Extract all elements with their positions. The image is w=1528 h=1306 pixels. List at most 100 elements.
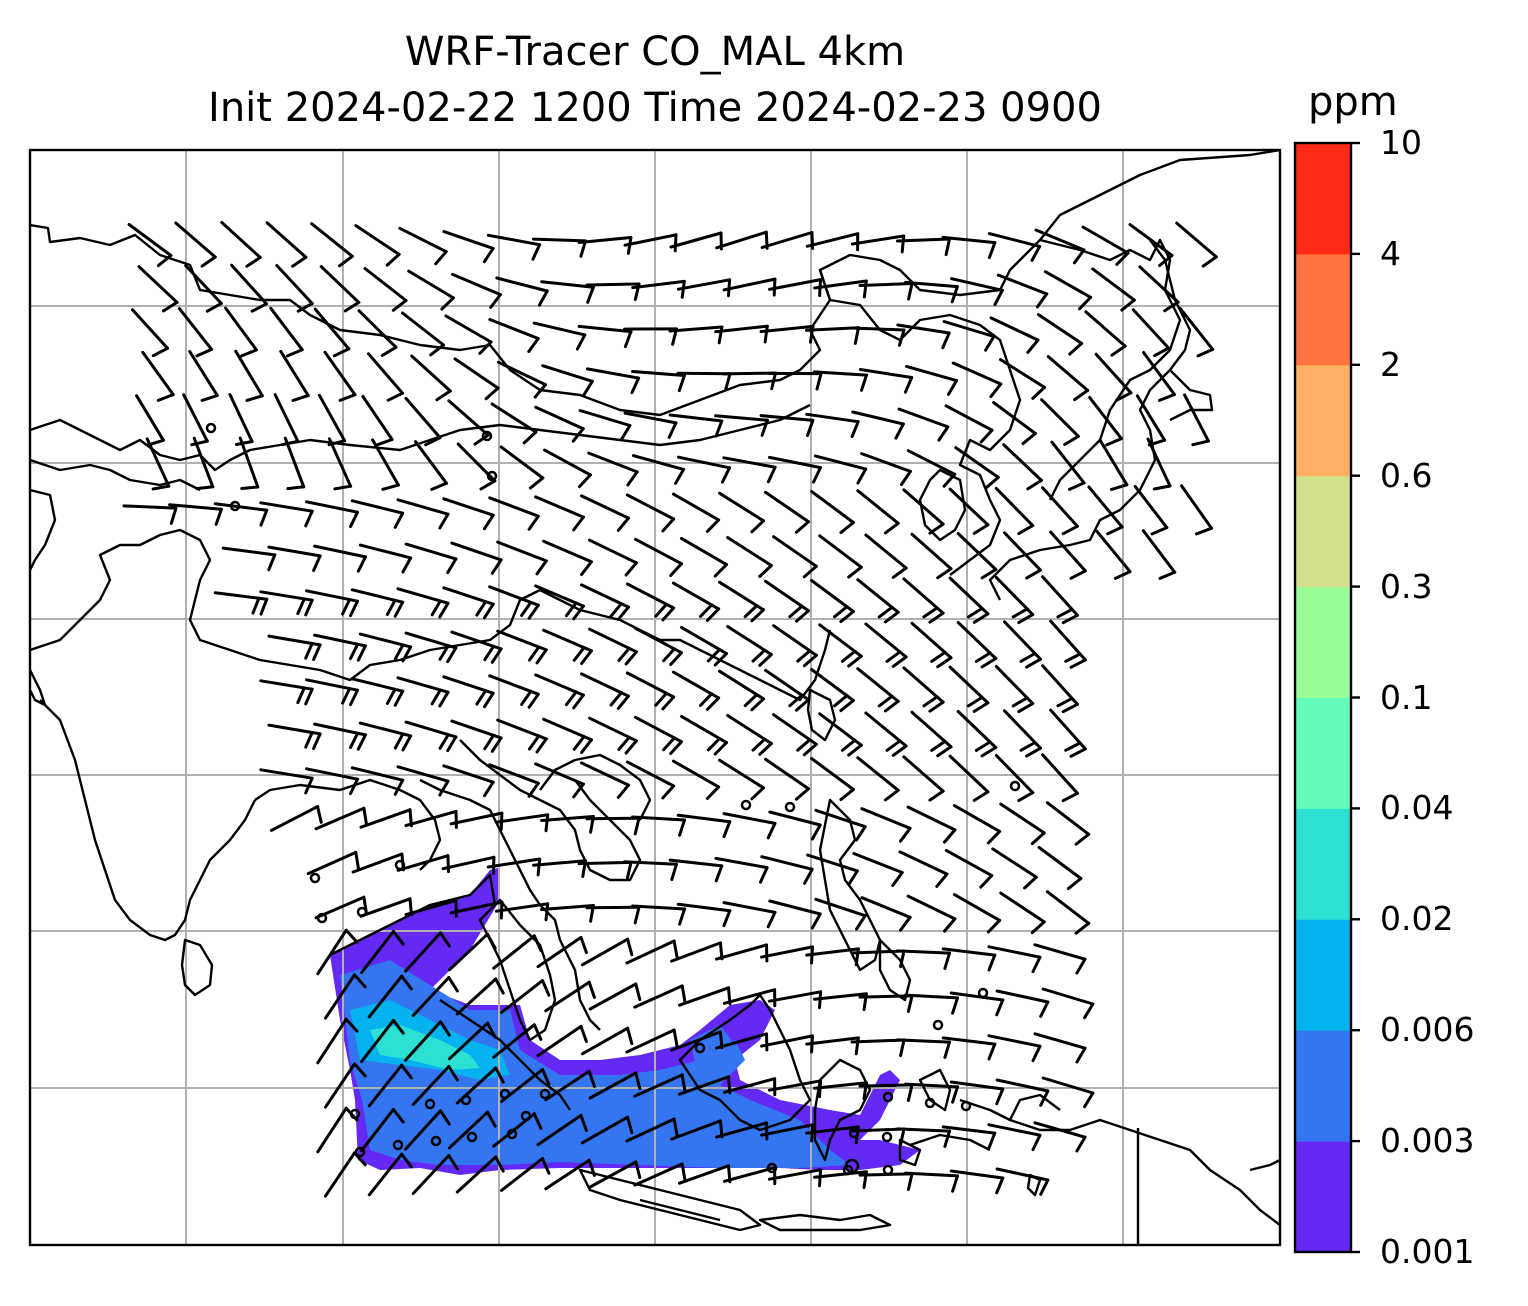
wind-barb-feather: [1026, 478, 1043, 491]
wind-barb-staff: [944, 848, 994, 878]
wind-barb-feather: [520, 600, 533, 617]
wind-barb-feather: [995, 1176, 1005, 1195]
wind-barb-staff: [490, 402, 538, 434]
wind-barb-feather: [494, 1066, 505, 1084]
wind-barb-feather: [928, 611, 945, 624]
wind-barb-feather: [750, 697, 765, 712]
wind-barb-staff: [944, 404, 994, 432]
wind-barb-staff: [1131, 308, 1171, 350]
wind-barb-feather: [669, 740, 683, 755]
wind-barb-staff: [410, 354, 452, 393]
wind-barb-feather: [617, 646, 631, 662]
wind-barb-feather: [544, 813, 550, 833]
wind-barb-staff: [1183, 393, 1210, 443]
wind-barb-feather: [672, 939, 679, 959]
wind-barb-staff: [449, 900, 504, 915]
wind-barb-feather: [670, 862, 678, 881]
wind-barb-feather: [714, 864, 724, 883]
wind-barb-staff: [941, 235, 997, 245]
wind-barb-feather: [438, 733, 450, 750]
wind-barb-staff: [896, 1127, 951, 1133]
wind-barb-feather: [385, 687, 397, 705]
wind-barb-feather: [1196, 347, 1215, 358]
wind-barb-feather: [267, 553, 277, 572]
wind-barb-feather: [883, 699, 900, 713]
wind-barb-staff: [856, 756, 900, 792]
wind-barb-feather: [304, 642, 314, 660]
wind-barb-staff: [407, 269, 455, 300]
wind-barb-feather: [758, 653, 773, 667]
wind-barb-staff: [715, 943, 768, 961]
wind-barb-feather: [766, 821, 777, 840]
wind-barb-staff: [718, 491, 765, 523]
wind-barb-feather: [447, 1154, 459, 1171]
wind-barb-feather: [1158, 393, 1176, 402]
wind-barb-staff: [768, 810, 822, 827]
wind-barb-feather: [486, 1110, 497, 1128]
wind-barb-feather: [579, 1113, 588, 1132]
wind-barb-staff: [941, 1125, 997, 1135]
wind-barb-staff: [805, 1125, 860, 1135]
wind-barb-staff: [1084, 310, 1127, 348]
wind-barb-staff: [404, 931, 442, 973]
wind-barb-feather: [580, 649, 593, 665]
wind-barb-feather: [251, 596, 261, 615]
wind-barb-staff: [122, 504, 178, 510]
wind-barb-feather: [1106, 525, 1124, 536]
wind-barb-staff: [580, 494, 630, 520]
wind-barb-feather: [296, 302, 314, 313]
wind-barb-staff: [950, 277, 1004, 292]
colorbar-tick-label: 4: [1380, 233, 1401, 273]
wind-barb-staff: [269, 805, 320, 832]
wind-barb-staff: [904, 1171, 959, 1178]
wind-barb-feather: [616, 694, 630, 710]
wind-barb-staff: [360, 1107, 395, 1153]
wind-barb-staff: [994, 753, 1035, 795]
wind-barb-feather: [847, 565, 863, 579]
wind-barb-feather: [564, 690, 578, 707]
wind-barb-feather: [528, 645, 541, 662]
wind-barb-staff: [671, 759, 721, 789]
wind-barb-feather: [259, 508, 269, 527]
wind-barb-feather: [429, 343, 445, 357]
wind-barb-feather: [1039, 1178, 1050, 1196]
colorbar-tick-label: 0.04: [1380, 788, 1454, 828]
wind-barb-feather: [1163, 300, 1180, 313]
wind-barb-staff: [323, 350, 357, 397]
wind-barb-feather: [672, 1117, 679, 1137]
wind-barb-feather: [661, 606, 676, 622]
wind-barb-feather: [794, 787, 810, 801]
wind-barb-staff: [577, 860, 633, 866]
wind-barb-staff: [354, 224, 401, 256]
wind-barb-staff: [668, 858, 724, 868]
wind-barb-feather: [1074, 921, 1091, 935]
wind-barb-feather: [928, 789, 945, 802]
wind-barb-staff: [995, 1167, 1050, 1182]
wind-barb-staff: [361, 395, 394, 441]
wind-barb-feather: [582, 379, 594, 397]
wind-barb-feather: [375, 438, 394, 447]
wind-barb-staff: [948, 754, 990, 794]
wind-barb-feather: [446, 735, 458, 753]
wind-barb-feather: [332, 347, 351, 358]
wind-barb-staff: [714, 856, 769, 870]
wind-barb-staff: [898, 850, 949, 876]
wind-barb-staff: [1043, 270, 1093, 299]
wind-barb-staff: [1049, 530, 1087, 573]
wind-barb-staff: [949, 1169, 1005, 1180]
wind-barb-feather: [633, 816, 641, 836]
wind-barb-staff: [587, 451, 639, 474]
wind-barb-feather: [580, 560, 593, 576]
wind-barb-feather: [533, 383, 547, 399]
wind-barb-feather: [1011, 696, 1029, 708]
wind-barb-feather: [810, 912, 822, 930]
wind-barb-feather: [1019, 652, 1037, 663]
wind-barb-feather: [349, 777, 359, 796]
wind-barb-feather: [1056, 696, 1074, 708]
wind-barb-staff: [1002, 443, 1043, 482]
wind-barb-feather: [343, 300, 361, 313]
wind-barb-feather: [575, 333, 587, 351]
wind-barb-staff: [145, 437, 171, 488]
wind-barb-staff: [360, 1018, 395, 1064]
wind-barb-feather: [1105, 437, 1123, 447]
